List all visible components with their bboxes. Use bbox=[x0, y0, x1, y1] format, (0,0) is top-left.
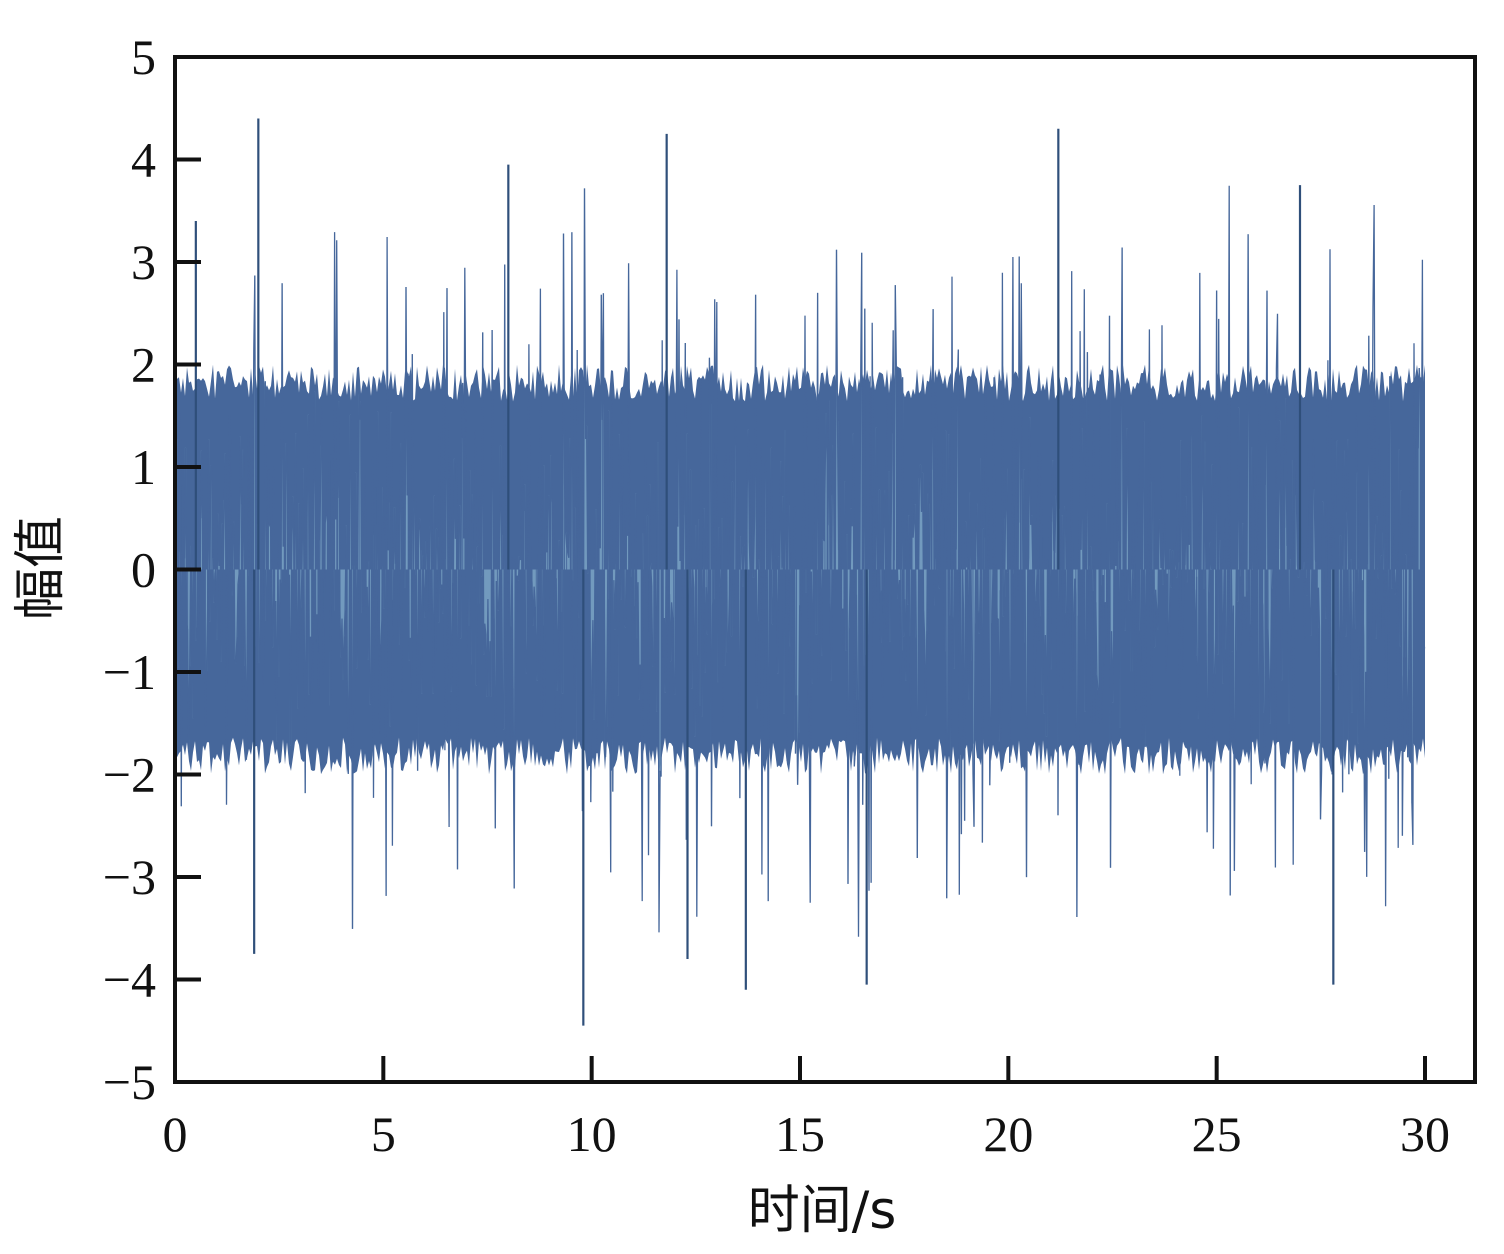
y-tick-label: 4 bbox=[131, 132, 156, 188]
y-tick-label: 1 bbox=[131, 439, 156, 495]
x-tick-label: 5 bbox=[371, 1106, 396, 1162]
y-tick-label: −1 bbox=[103, 644, 156, 700]
x-axis-ticks: 0 5 10 15 20 25 30 bbox=[163, 1056, 1450, 1162]
y-tick-label: −3 bbox=[103, 849, 156, 905]
y-tick-label: 2 bbox=[131, 337, 156, 393]
y-tick-label: 3 bbox=[131, 234, 156, 290]
x-tick-label: 30 bbox=[1400, 1106, 1450, 1162]
y-axis-title: 幅值 bbox=[11, 516, 71, 620]
x-axis-title: 时间/s bbox=[748, 1181, 897, 1241]
y-tick-label: 0 bbox=[131, 542, 156, 598]
signal-layer bbox=[175, 118, 1426, 1026]
y-tick-label: −2 bbox=[103, 747, 156, 803]
signal-trace bbox=[175, 185, 1426, 937]
y-axis-ticks: −5 −4 −3 −2 −1 0 1 2 3 4 5 bbox=[103, 29, 201, 1110]
x-tick-label: 20 bbox=[983, 1106, 1033, 1162]
x-tick-label: 25 bbox=[1192, 1106, 1242, 1162]
y-tick-label: −4 bbox=[103, 952, 156, 1008]
y-tick-label: −5 bbox=[103, 1054, 156, 1110]
x-tick-label: 0 bbox=[163, 1106, 188, 1162]
x-tick-label: 15 bbox=[775, 1106, 825, 1162]
x-tick-label: 10 bbox=[567, 1106, 617, 1162]
y-tick-label: 5 bbox=[131, 29, 156, 85]
